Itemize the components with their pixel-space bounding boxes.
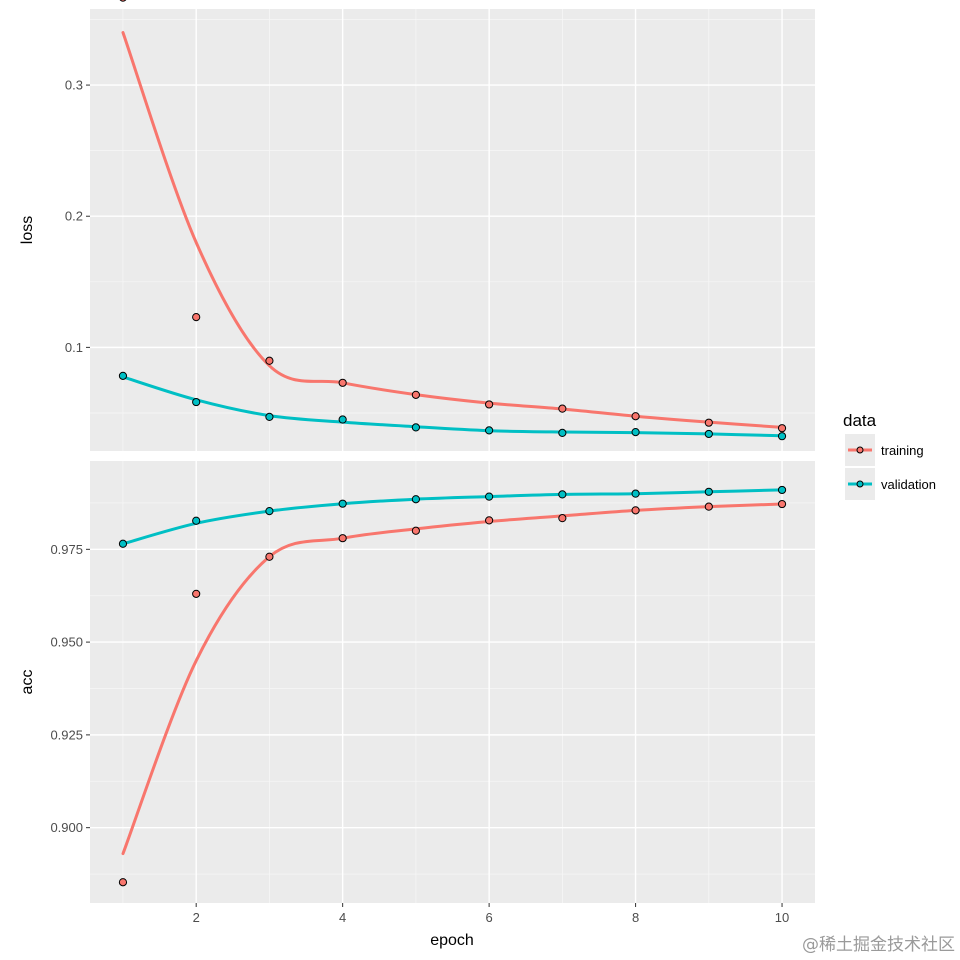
point-validation [704,487,713,496]
point-validation [192,397,201,407]
point-training [192,589,201,598]
point-validation [192,516,201,525]
point-validation [485,492,494,501]
panel-background [90,461,815,903]
y-tick-label: 0.3 [65,78,83,93]
point-validation [338,499,347,508]
point-training [118,878,128,887]
x-tick-label: 6 [485,910,492,925]
y-tick-label: 0.1 [65,340,83,355]
point-training [558,514,567,523]
point-validation [411,423,420,432]
point-training [485,400,494,409]
y-axis-title: acc [19,670,36,695]
point-validation [411,495,420,504]
point-validation [118,539,128,548]
point-validation [777,485,787,495]
y-tick-label: 0.975 [50,542,83,557]
point-training [558,404,567,413]
y-tick-label: 0.950 [50,635,83,650]
point-training [704,418,713,427]
point-validation [265,412,274,421]
x-axis: 2 4 6 8 10 [193,903,789,925]
legend: data training validation [843,411,936,500]
x-tick-label: 2 [193,910,200,925]
x-tick-label: 8 [632,910,639,925]
point-validation [631,489,640,498]
legend-point-validation [856,480,864,488]
point-training [777,424,787,433]
legend-label-training: training [881,443,924,458]
point-validation [338,415,347,424]
point-validation [558,428,567,438]
point-validation [485,426,494,435]
point-validation [777,432,787,441]
watermark: @稀土掘金技术社区 [802,935,955,955]
point-validation [631,428,640,437]
legend-title: data [843,411,877,430]
point-training [338,378,347,387]
y-tick-label: 0.925 [50,727,83,742]
point-training [485,516,494,525]
smooth-line-validation [121,375,784,438]
panels: 0.1 0.2 0.3 loss 0.900 0.925 0.950 0.975 acc [19,0,815,903]
point-validation [265,507,274,516]
point-training [119,0,127,2]
point-training [265,552,274,561]
panel-background [90,9,815,451]
panel-acc: 0.900 0.925 0.950 0.975 acc [19,461,815,903]
legend-point-training [856,446,864,454]
x-axis-title: epoch [430,932,474,949]
point-validation [558,490,567,499]
point-training [411,526,420,535]
point-training [411,390,420,399]
point-validation [118,371,128,380]
panel-loss: 0.1 0.2 0.3 loss [19,0,815,451]
y-tick-label: 0.900 [50,820,83,835]
x-tick-label: 4 [339,910,346,925]
point-training [265,356,274,365]
y-tick-label: 0.2 [65,209,83,224]
point-validation [704,429,713,439]
legend-label-validation: validation [881,477,936,492]
point-training [192,312,201,322]
point-training [704,502,713,511]
y-axis-title: loss [19,216,36,244]
x-tick-label: 10 [775,910,789,925]
point-training [631,412,640,421]
point-training [631,506,640,515]
point-training [338,534,347,543]
point-training [777,499,787,509]
smooth-line-validation [121,488,784,546]
